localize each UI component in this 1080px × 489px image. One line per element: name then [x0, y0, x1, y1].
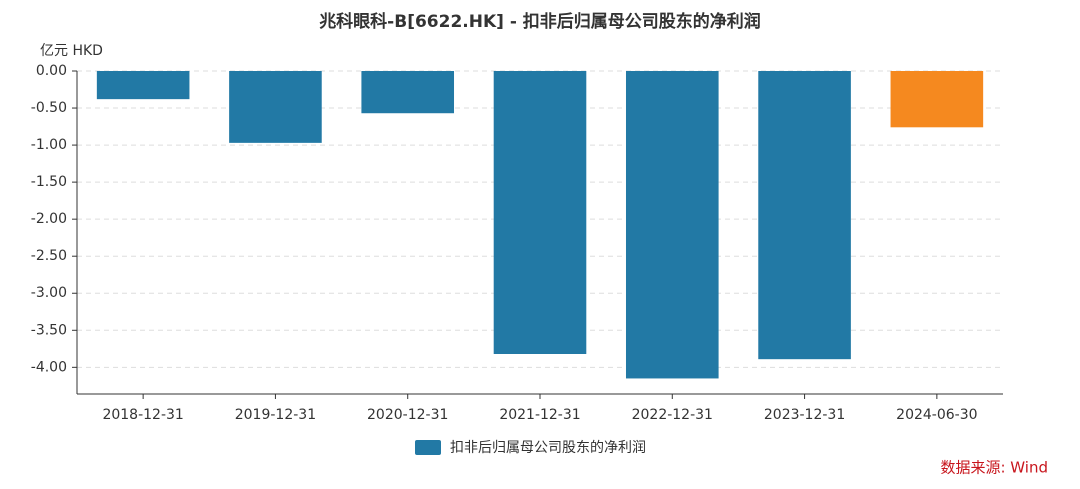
legend-swatch	[415, 440, 441, 455]
y-tick-label: -1.50	[31, 174, 67, 190]
y-tick-label: -0.50	[31, 100, 67, 116]
x-tick-label: 2021-12-31	[499, 407, 580, 423]
x-tick-label: 2018-12-31	[102, 407, 183, 423]
x-tick-label: 2019-12-31	[235, 407, 316, 423]
x-tick-label: 2020-12-31	[367, 407, 448, 423]
bar	[229, 71, 322, 143]
x-tick-label: 2024-06-30	[896, 407, 977, 423]
y-tick-label: -3.00	[31, 285, 67, 301]
x-tick-label: 2023-12-31	[764, 407, 845, 423]
y-tick-label: -2.00	[31, 211, 67, 227]
bar	[758, 71, 851, 360]
bar	[493, 71, 587, 354]
legend-label: 扣非后归属母公司股东的净利润	[450, 439, 646, 456]
y-tick-label: -3.50	[31, 322, 67, 338]
source-note: 数据来源: Wind	[940, 459, 1048, 477]
bar	[890, 71, 984, 128]
y-tick-label: -1.00	[31, 137, 67, 153]
bar	[96, 71, 190, 100]
x-tick-label: 2022-12-31	[632, 407, 713, 423]
y-tick-label: 0.00	[36, 63, 67, 79]
bar	[625, 71, 719, 379]
y-axis-label: 亿元 HKD	[40, 43, 103, 59]
chart-title: 兆科眼科-B[6622.HK] - 扣非后归属母公司股东的净利润	[319, 11, 761, 32]
y-tick-label: -2.50	[31, 248, 67, 264]
bar	[361, 71, 455, 114]
y-tick-label: -4.00	[31, 359, 67, 375]
